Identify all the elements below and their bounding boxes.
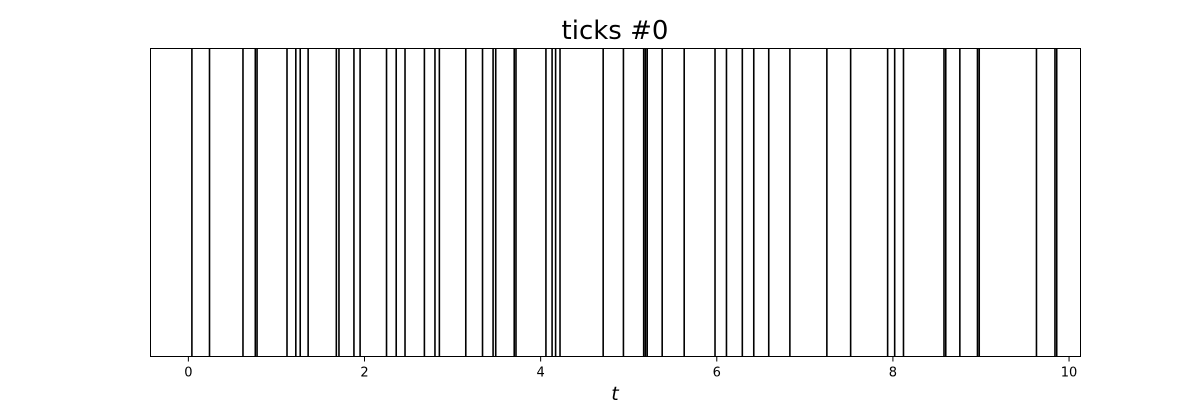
plot-frame xyxy=(150,48,1081,357)
x-axis-label: t xyxy=(611,383,620,400)
event-lines xyxy=(191,48,1058,357)
x-tick-label-3: 6 xyxy=(713,366,721,381)
x-tick-label-4: 8 xyxy=(889,366,897,381)
x-tick-label-1: 2 xyxy=(360,366,368,381)
x-axis-ticks: 0 2 4 6 8 10 xyxy=(184,356,1078,381)
x-tick-label-2: 4 xyxy=(537,366,545,381)
x-tick-label-0: 0 xyxy=(184,366,192,381)
chart-title: ticks #0 xyxy=(562,16,669,46)
x-tick-label-5: 10 xyxy=(1061,366,1078,381)
